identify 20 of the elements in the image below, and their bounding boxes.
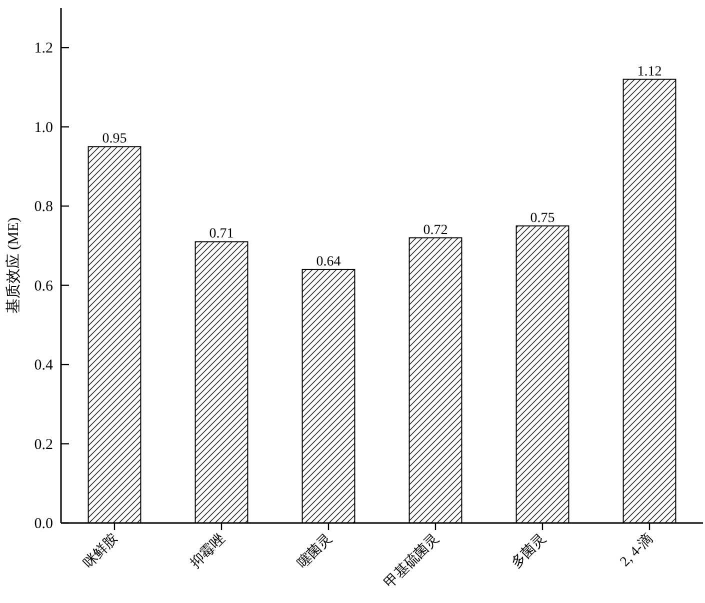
- data-label: 0.75: [530, 210, 555, 226]
- data-label: 0.64: [316, 254, 341, 270]
- y-tick-label: 1.2: [34, 40, 53, 57]
- y-tick-label: 0.6: [34, 278, 54, 294]
- y-tick-label: 0.0: [34, 516, 53, 532]
- x-tick-label: 抑霉唑: [187, 530, 228, 572]
- x-tick-label: 噻菌灵: [294, 530, 336, 572]
- x-tick-label: 2, 4-滴: [616, 530, 656, 570]
- x-tick-label: 甲基硫菌灵: [382, 530, 442, 592]
- y-tick-label: 0.2: [34, 436, 53, 453]
- x-tick-label: 多菌灵: [508, 530, 550, 572]
- y-tick-label: 0.4: [34, 358, 54, 374]
- y-tick-label: 0.8: [34, 199, 53, 216]
- data-label: 0.71: [209, 226, 234, 242]
- y-axis-title: 基质效应 (ME): [5, 217, 22, 314]
- data-label: 0.95: [102, 132, 127, 147]
- data-label: 1.12: [637, 64, 662, 80]
- data-label: 0.72: [423, 222, 448, 238]
- y-tick-label: 1.0: [34, 120, 53, 136]
- x-tick-label: 咪鲜胺: [80, 530, 122, 572]
